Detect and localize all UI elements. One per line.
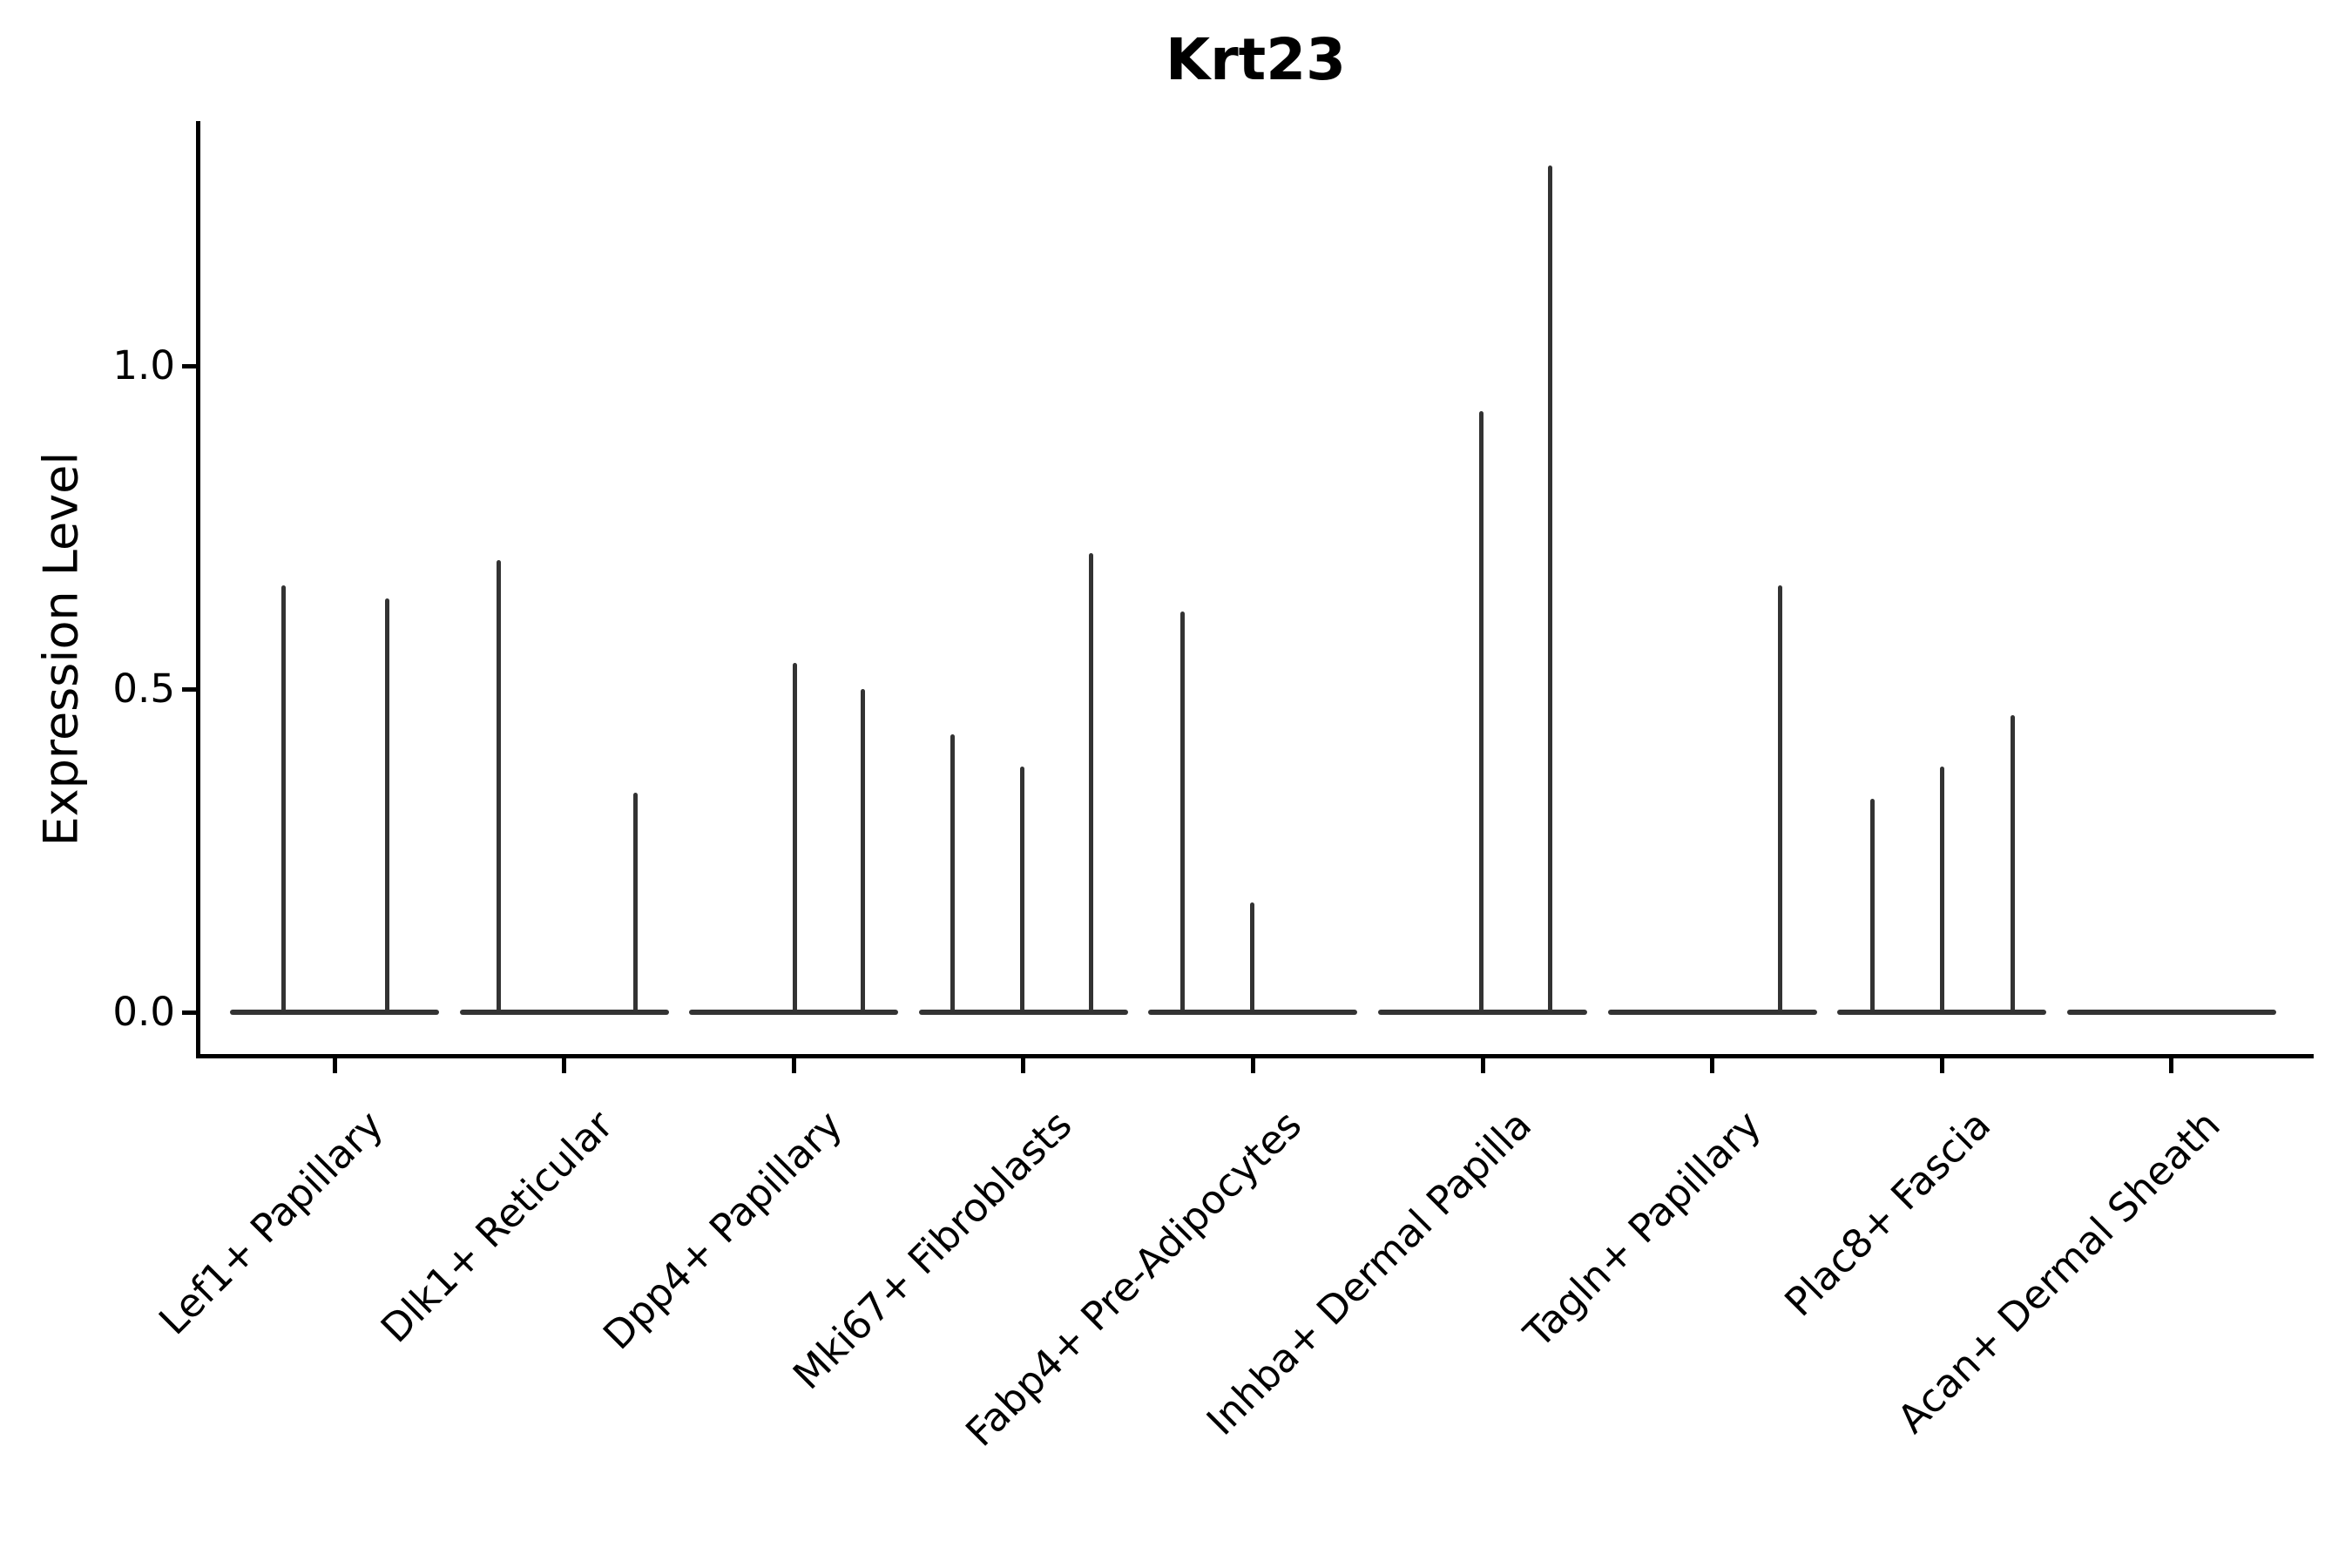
x-tick-mark [332,1058,337,1073]
violin-spike [1249,902,1254,1014]
x-tick-label: Plac8+ Fascia [1775,1101,2000,1326]
y-tick-mark [182,686,196,692]
x-tick-label: Tagln+ Papillary [1515,1101,1770,1357]
violin-spike [1939,767,1944,1014]
y-tick-label: 0.5 [112,666,175,712]
violin-spike [633,792,639,1014]
x-tick-label: Dpp4+ Papillary [594,1101,852,1359]
plot-title: Krt23 [1165,26,1347,93]
violin-spike [1020,767,1025,1014]
violin-spike [950,733,956,1014]
x-tick-mark [1021,1058,1026,1073]
violin-baseline [2066,1010,2276,1015]
x-tick-mark [2169,1058,2174,1073]
y-tick-mark [182,363,196,368]
x-tick-mark [791,1058,796,1073]
violin-spike [1478,410,1484,1014]
x-tick-label: Lef1+ Papillary [150,1101,393,1344]
violin-spike [1778,585,1783,1014]
violin-baseline [230,1010,439,1015]
x-tick-mark [1710,1058,1715,1073]
violin-spike [1179,611,1185,1014]
y-axis-label: Expression Level [33,451,89,847]
y-tick-label: 0.0 [112,989,175,1035]
violin-spike [1089,553,1094,1014]
violin-spike [280,585,286,1014]
x-tick-mark [1939,1058,1944,1073]
y-tick-label: 1.0 [112,342,175,389]
y-axis-spine [196,121,200,1058]
x-tick-mark [1480,1058,1485,1073]
violin-spike [497,559,502,1014]
violin-spike [1547,165,1552,1014]
violin-spike [792,663,797,1014]
violin-spike [860,689,865,1014]
x-tick-mark [562,1058,567,1073]
violin-baseline [459,1010,669,1015]
violin-baseline [1607,1010,1817,1015]
violin-spike [1869,799,1875,1014]
x-axis-spine [196,1054,2314,1058]
violin-spike [2010,714,2015,1014]
violin-spike [384,598,389,1014]
y-tick-mark [182,1010,196,1015]
x-tick-label: Dlk1+ Reticular [371,1101,622,1352]
x-tick-mark [1250,1058,1255,1073]
